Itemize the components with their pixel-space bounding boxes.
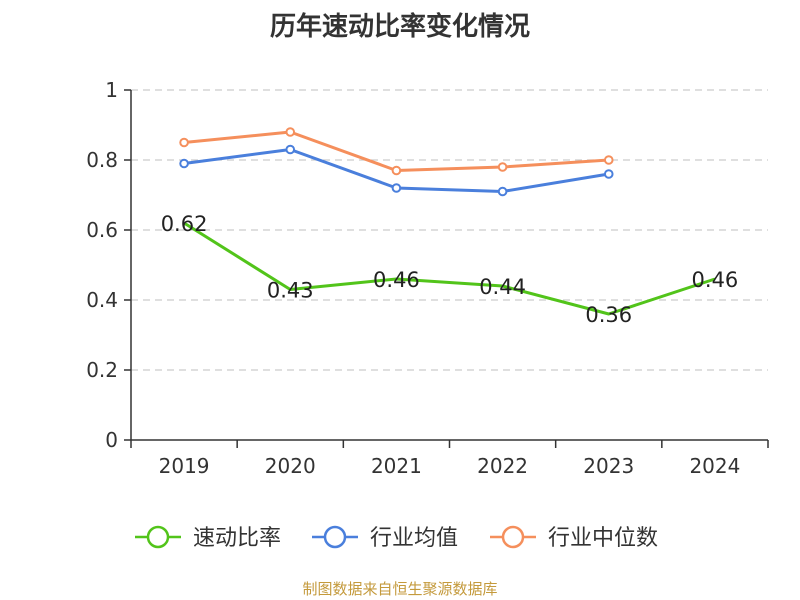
y-tick-label: 0.6 [86,218,118,242]
legend-item-2[interactable]: 行业中位数 [490,525,658,551]
y-tick-label: 0 [105,428,118,452]
data-point [391,183,402,193]
series-layer [179,127,716,316]
data-label: 0.44 [479,275,526,299]
axis-layer: 0 0.2 0.4 0.6 0.8 1 2019 2020 2021 2022 2023 2024 [86,78,769,478]
data-label: 0.43 [267,279,314,303]
source-text: 制图数据来自恒生聚源数据库 [302,580,498,598]
series-line-2 [183,130,609,172]
data-label: 0.36 [585,303,632,327]
data-label: 0.62 [161,212,208,236]
legend-item-0[interactable]: 速动比率 [135,525,281,551]
data-point [179,137,189,148]
y-tick-label: 0.8 [86,148,118,172]
x-tick-label: 2024 [689,454,740,478]
data-label: 0.46 [373,268,420,292]
legend-label: 行业均值 [370,526,458,551]
x-tick-label: 2023 [583,454,634,478]
legend-item-1[interactable]: 行业均值 [312,525,458,551]
data-point [603,169,614,179]
y-tick-label: 0.2 [86,358,118,382]
data-point [285,127,296,137]
data-point [603,155,614,165]
y-tick-label: 1 [105,78,118,102]
grid-layer [131,89,768,371]
legend-label: 行业中位数 [548,526,658,551]
data-point [497,162,508,172]
data-point [497,186,508,197]
data-point [179,158,189,169]
legend[interactable]: 速动比率 行业均值 行业中位数 [135,525,658,551]
legend-marker [323,525,347,549]
data-point [285,144,296,155]
legend-marker [146,525,170,549]
chart-title: 历年速动比率变化情况 [269,12,530,42]
y-tick-label: 0.4 [86,288,118,312]
legend-label: 速动比率 [193,526,281,551]
x-tick-label: 2021 [371,454,422,478]
data-label: 0.46 [692,268,739,292]
x-tick-label: 2019 [159,454,210,478]
series-line-0 [183,221,716,316]
data-point [391,165,402,176]
x-tick-label: 2020 [265,454,316,478]
x-tick-label: 2022 [477,454,528,478]
data-label-layer: 0.62 0.43 0.46 0.44 0.36 0.46 [161,212,739,327]
legend-marker [501,525,525,549]
